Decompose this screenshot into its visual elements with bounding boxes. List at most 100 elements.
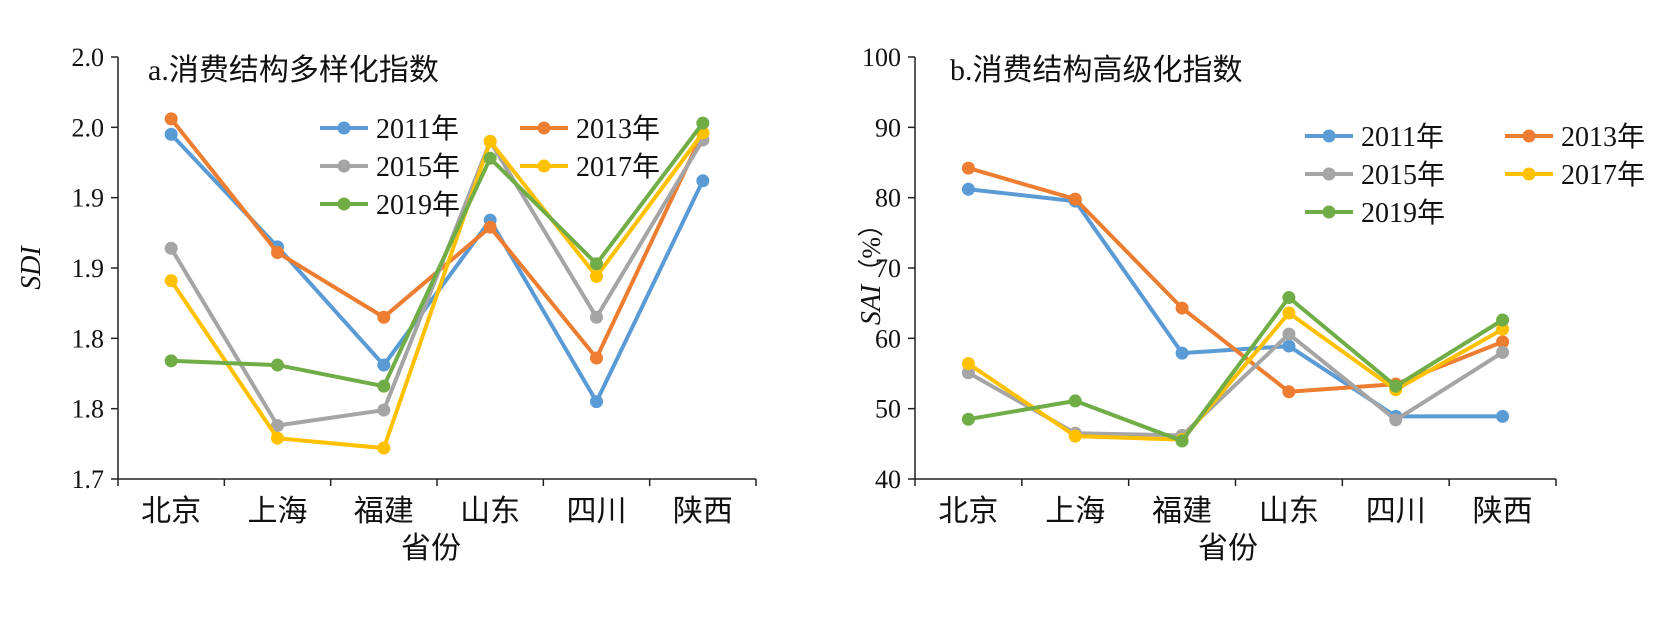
data-point <box>483 220 497 234</box>
data-point <box>164 274 178 288</box>
legend-label: 2013年 <box>1561 121 1645 153</box>
data-point <box>1282 306 1296 320</box>
y-tick-label: 50 <box>875 395 901 424</box>
y-tick-label: 90 <box>875 113 901 142</box>
data-point <box>1496 345 1510 359</box>
data-point <box>961 182 975 196</box>
legend-item: 2015年 <box>320 151 460 183</box>
data-point <box>164 354 178 368</box>
legend-label: 2013年 <box>576 113 660 145</box>
legend-item: 2019年 <box>320 189 460 221</box>
data-point <box>1282 385 1296 399</box>
x-tick-label: 上海 <box>248 495 308 528</box>
x-tick-label: 福建 <box>354 495 414 528</box>
legend-item: 2013年 <box>520 113 660 145</box>
data-point <box>590 257 603 271</box>
data-point <box>377 379 391 393</box>
y-tick-label: 1.9 <box>72 184 105 213</box>
data-point <box>483 134 497 148</box>
x-tick-label: 上海 <box>1045 495 1105 528</box>
data-point <box>164 112 178 126</box>
series-2019年 <box>961 291 1510 448</box>
legend-item: 2011年 <box>320 113 459 145</box>
chart-title: b.消费结构高级化指数 <box>950 54 1243 87</box>
series-2015年 <box>961 327 1510 442</box>
data-point <box>1496 322 1510 336</box>
series-line <box>968 295 1504 443</box>
series-2019年 <box>164 116 710 393</box>
data-point <box>590 269 603 283</box>
data-point <box>377 310 391 324</box>
legend-label: 2015年 <box>1361 159 1445 191</box>
legend-marker <box>1322 129 1336 143</box>
legend-marker <box>337 197 351 211</box>
data-point <box>1389 379 1403 393</box>
series-line <box>171 121 705 389</box>
legend-label: 2011年 <box>1361 121 1444 153</box>
data-point <box>1175 434 1189 448</box>
data-point <box>1496 313 1510 327</box>
y-tick-label: 1.8 <box>72 395 105 424</box>
series-2017年 <box>961 306 1510 447</box>
data-point <box>271 358 284 372</box>
data-point <box>1282 327 1296 341</box>
series-2013年 <box>164 112 710 365</box>
y-axis-title: SAI（%） <box>856 211 887 325</box>
data-point <box>1068 394 1082 408</box>
legend-marker <box>337 159 351 173</box>
series-line <box>169 131 705 451</box>
legend-label: 2019年 <box>1361 197 1445 229</box>
legend-item: 2013年 <box>1505 121 1645 153</box>
data-point <box>164 241 178 255</box>
data-point <box>961 366 975 380</box>
x-tick-label: 陕西 <box>1473 495 1533 528</box>
data-point <box>271 419 284 433</box>
y-tick-label: 100 <box>862 43 901 72</box>
legend-marker <box>337 121 351 135</box>
data-point <box>483 151 497 165</box>
legend-item: 2015年 <box>1305 159 1445 191</box>
x-tick-label: 福建 <box>1152 495 1212 528</box>
legend-item: 2011年 <box>1305 121 1444 153</box>
legend: 2011年 2013年 2015年 2017年 2019年 <box>320 113 660 221</box>
y-axis-title: SDI <box>16 245 47 290</box>
y-tick-label: 70 <box>875 254 901 283</box>
data-point <box>377 403 391 417</box>
chart-title: a.消费结构多样化指数 <box>148 54 439 87</box>
x-axis-title: 省份 <box>401 532 461 565</box>
data-point <box>1496 409 1510 423</box>
data-point <box>1068 429 1082 443</box>
data-point <box>271 431 284 445</box>
data-point <box>696 174 710 188</box>
legend-marker <box>1522 167 1536 181</box>
legend-label: 2019年 <box>376 189 460 221</box>
y-tick-label: 1.8 <box>72 324 105 353</box>
y-tick-label: 1.7 <box>72 465 105 494</box>
legend-label: 2017年 <box>1561 159 1645 191</box>
x-tick-label: 北京 <box>141 495 201 528</box>
data-point <box>961 161 975 175</box>
data-point <box>1496 335 1510 349</box>
legend: 2011年 2013年 2015年 2017年 2019年 <box>1305 121 1645 229</box>
y-tick-label: 60 <box>875 324 901 353</box>
data-point <box>961 357 975 371</box>
legend-item: 2019年 <box>1305 197 1445 229</box>
data-point <box>1282 339 1296 353</box>
data-point <box>590 395 603 409</box>
legend-item: 2017年 <box>520 151 660 183</box>
x-tick-label: 山东 <box>460 495 520 528</box>
x-tick-label: 山东 <box>1259 495 1319 528</box>
data-point <box>1068 192 1082 206</box>
data-point <box>377 441 391 455</box>
y-tick-label: 2.0 <box>72 43 105 72</box>
data-point <box>961 412 975 426</box>
data-point <box>1389 413 1403 427</box>
y-tick-label: 80 <box>875 184 901 213</box>
legend-label: 2017年 <box>576 151 660 183</box>
data-point <box>1175 346 1189 360</box>
x-axis-title: 省份 <box>1198 532 1258 565</box>
x-tick-label: 四川 <box>1366 495 1426 528</box>
